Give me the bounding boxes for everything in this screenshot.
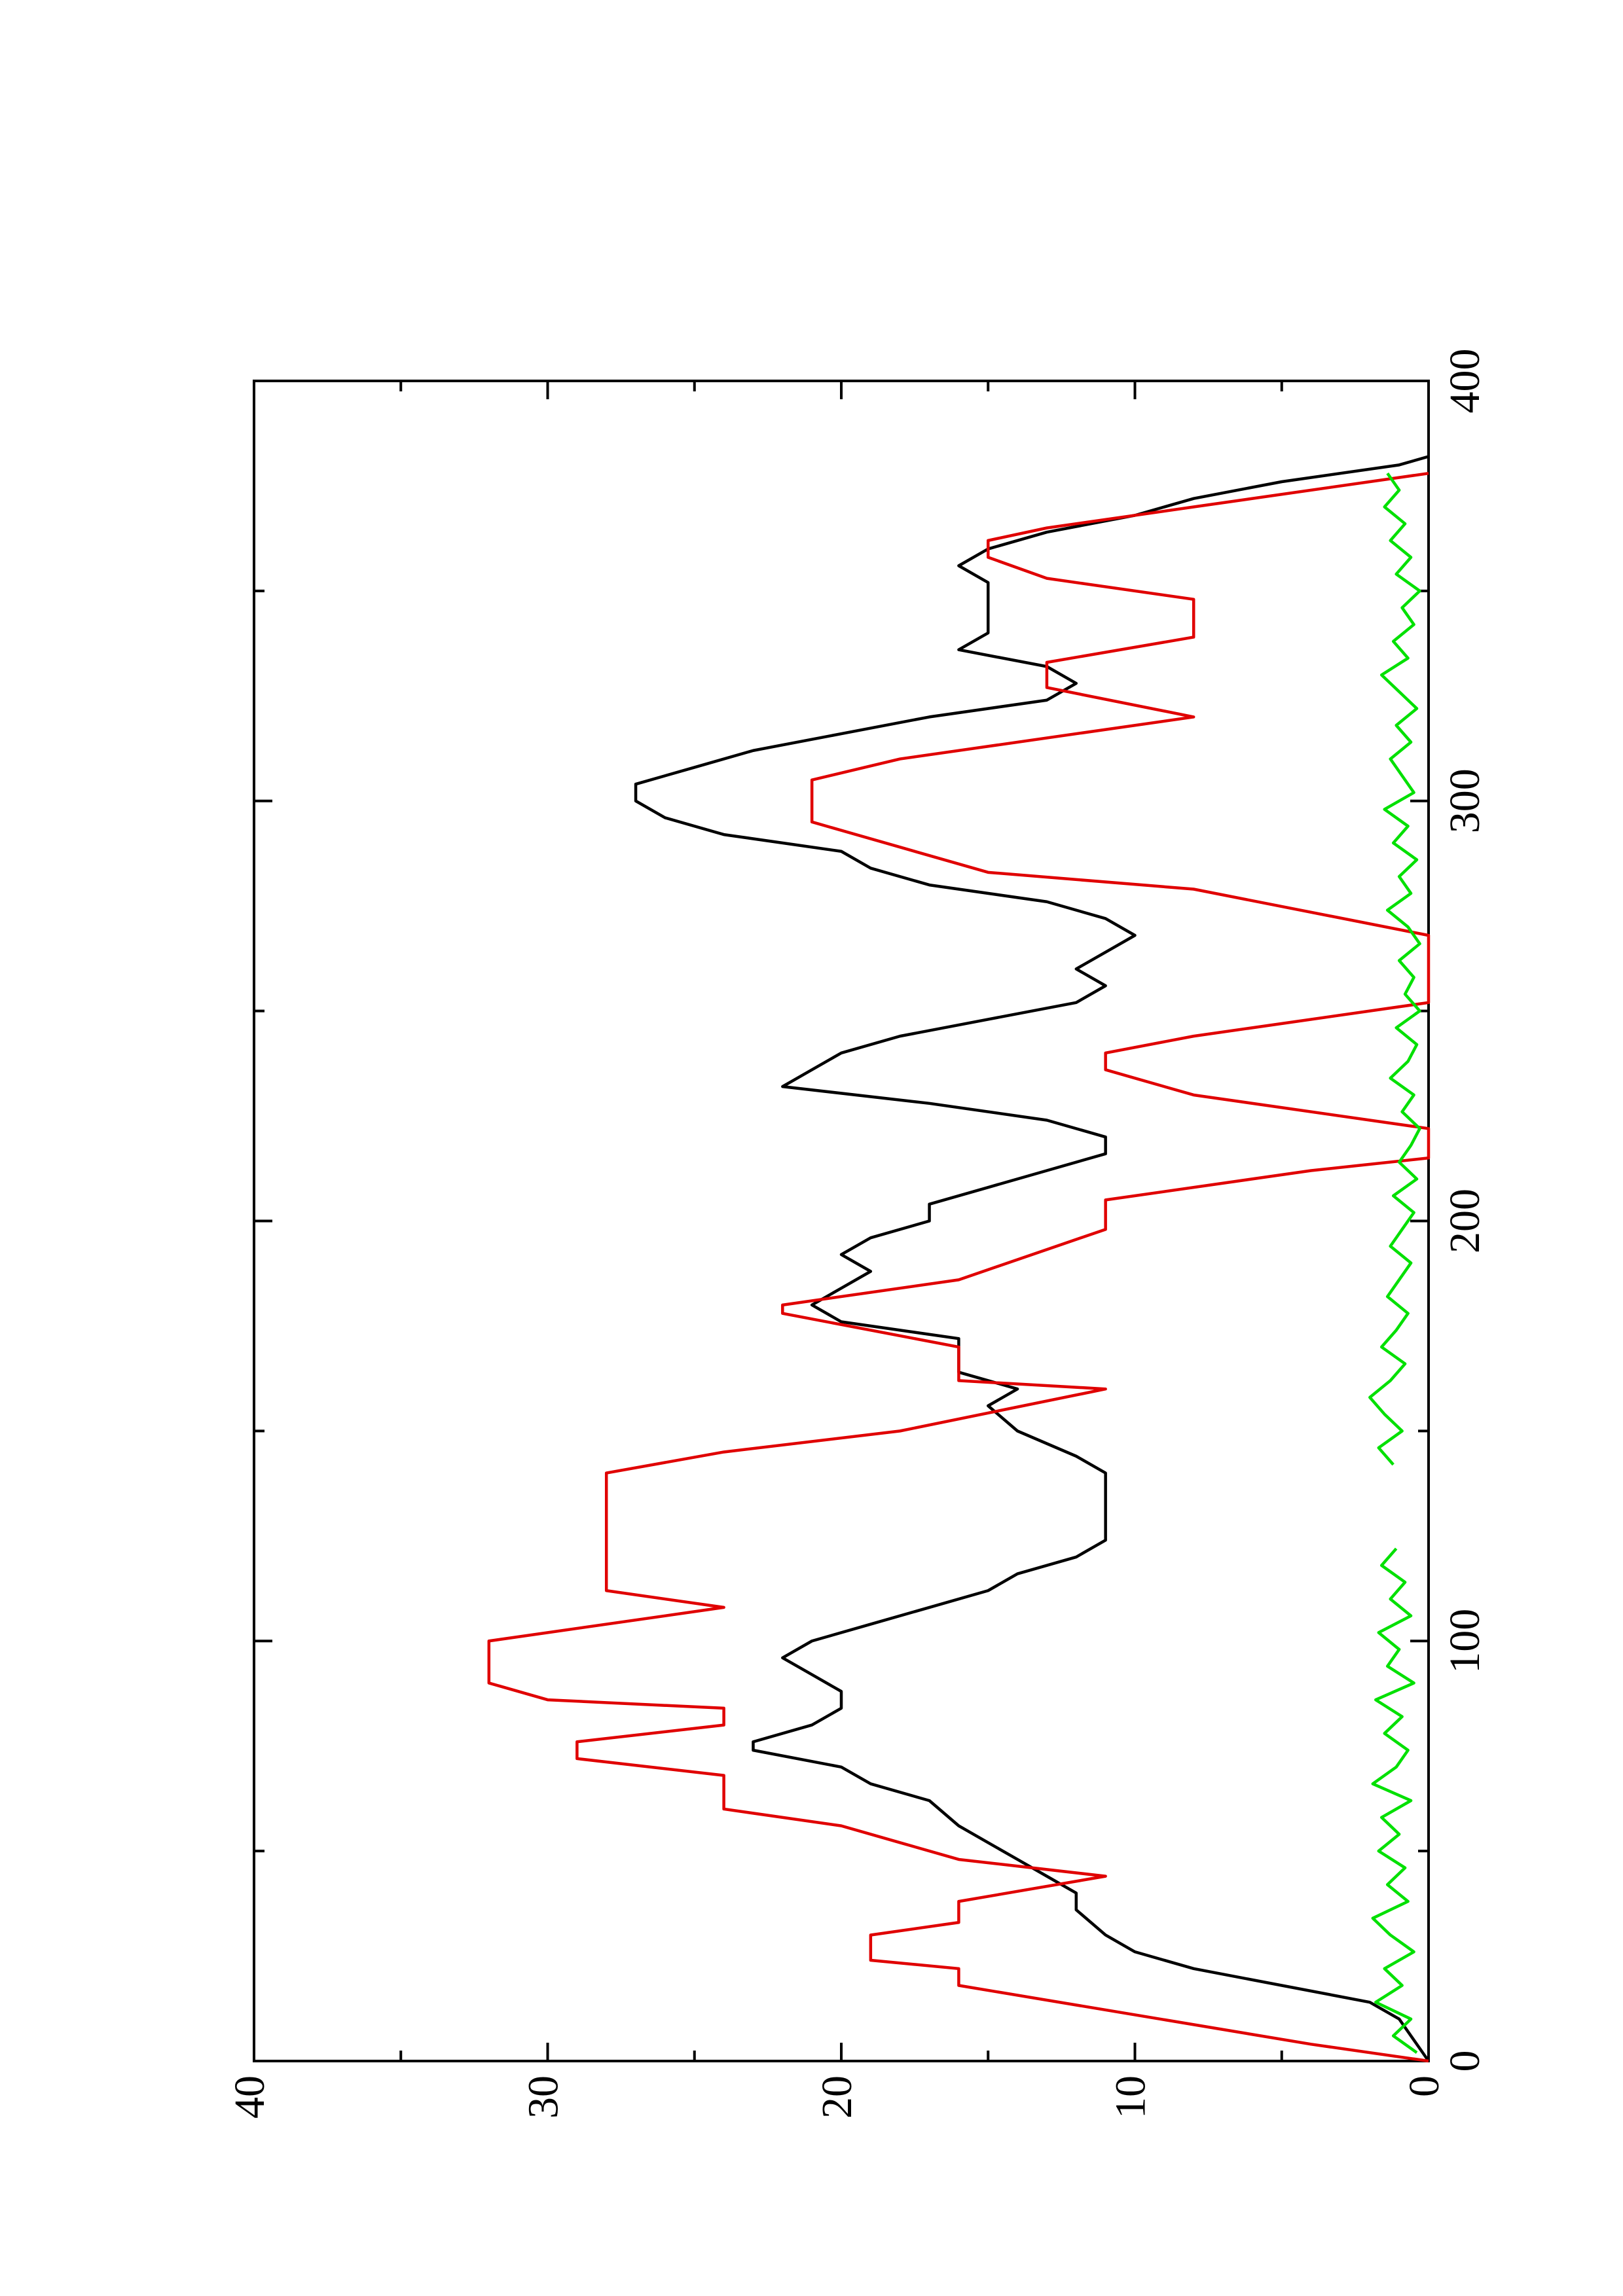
y-tick-label: 10 (1107, 2075, 1155, 2119)
series-line (634, 455, 1430, 2062)
x-tick-label: 200 (1441, 1189, 1489, 1253)
y-tick-label: 20 (813, 2075, 861, 2119)
series-line (1368, 472, 1421, 2054)
plot-area: 0 100 200 300 400 0 10 20 30 40 (226, 349, 1489, 2119)
x-tick-label: 300 (1441, 768, 1489, 833)
plot-frame (253, 380, 1430, 2062)
x-tick-label: 400 (1441, 349, 1489, 414)
y-tick-label: 40 (226, 2075, 274, 2119)
x-tick-label: 100 (1441, 1609, 1489, 1674)
y-tick-label: 30 (520, 2075, 568, 2119)
series-line (487, 471, 1431, 2063)
y-tick-label: 0 (1400, 2075, 1448, 2097)
x-tick-label: 0 (1441, 2051, 1489, 2072)
